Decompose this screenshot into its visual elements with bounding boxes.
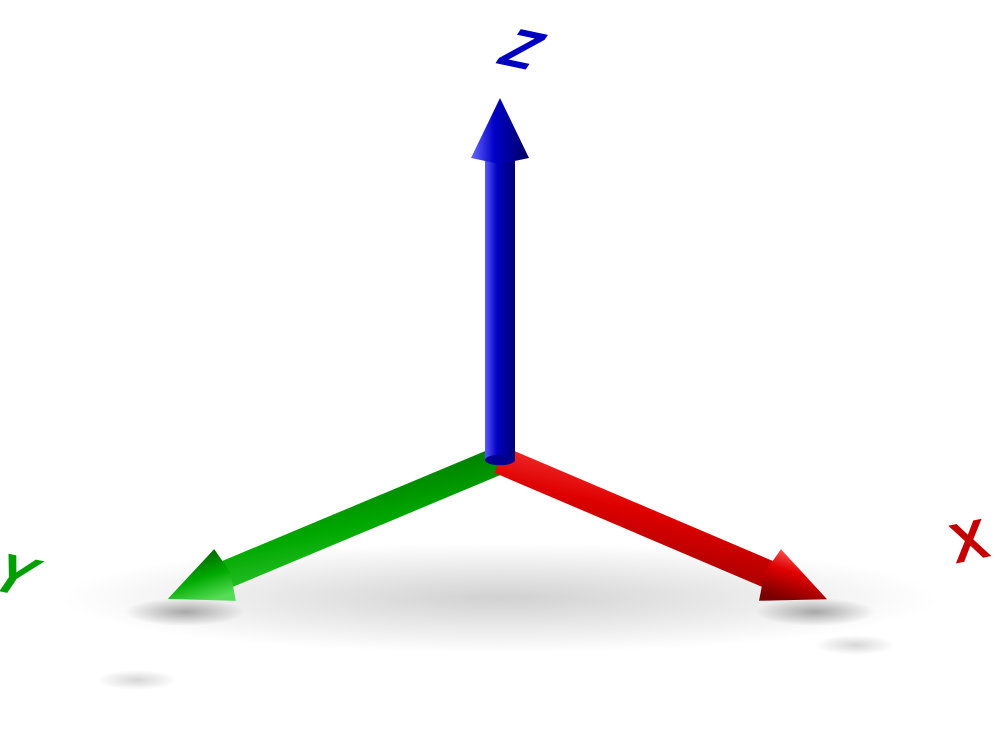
x-axis-label: X: [934, 507, 1000, 574]
axes-diagram: Z X Y: [0, 0, 1000, 750]
z-axis-arrowhead: [471, 98, 529, 164]
z-axis-label: Z: [490, 16, 554, 82]
z-axis-base-cap: [485, 455, 515, 466]
y-tip-shadow: [125, 598, 245, 626]
y-label-shadow: [97, 670, 177, 690]
y-axis-label: Y: [0, 542, 50, 609]
z-axis: [471, 98, 529, 465]
x-label-shadow: [815, 635, 895, 655]
z-axis-shaft: [485, 158, 515, 460]
x-tip-shadow: [755, 598, 875, 626]
